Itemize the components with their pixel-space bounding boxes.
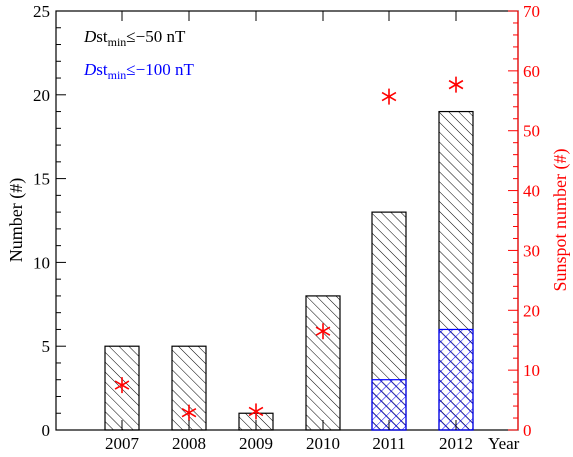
sunspot-marker-stroke <box>448 79 464 90</box>
sunspot-marker-stroke <box>181 407 197 418</box>
bar-dst100-2012 <box>438 328 474 431</box>
legend-entry-100: Dstmin≤−100 nT <box>83 60 194 82</box>
y-axis-title: Number (#) <box>6 178 27 262</box>
axes-group: 0 5 10 15 20 25 0 10 20 30 40 50 60 70 2007 2008 2009 201… <box>33 2 540 453</box>
y2-tick-label-20: 20 <box>523 301 540 320</box>
x-axis-extra-label: Year <box>488 434 520 453</box>
bars-group <box>104 110 474 431</box>
x-tick-label-2011: 2011 <box>372 434 405 453</box>
sunspot-marker-2012 <box>448 76 464 93</box>
y2-tick-label-60: 60 <box>523 62 540 81</box>
sunspot-marker-stroke <box>114 380 130 390</box>
y-tick-label-0: 0 <box>42 421 51 440</box>
bar-dst50-2010 <box>305 295 341 431</box>
sunspot-marker-2008 <box>181 404 197 421</box>
x-tick-label-2010: 2010 <box>306 434 340 453</box>
sunspot-marker-2010 <box>315 323 331 340</box>
sunspot-marker-2009 <box>248 403 264 420</box>
legend: Dstmin≤−50 nT Dstmin≤−100 nT <box>83 27 194 82</box>
sunspot-marker-stroke <box>248 406 264 417</box>
y2-tick-label-30: 30 <box>523 241 540 260</box>
sunspot-marker-2007 <box>114 377 130 394</box>
sunspot-marker-stroke <box>381 91 397 102</box>
x-tick-label-2009: 2009 <box>239 434 273 453</box>
sunspot-marker-stroke <box>315 326 331 336</box>
y-tick-label-25: 25 <box>33 2 50 21</box>
y2-tick-label-50: 50 <box>523 122 540 141</box>
y2-axis-title: Sunspot number (#) <box>550 149 571 292</box>
sunspot-marker-2011 <box>381 88 397 105</box>
legend-entry-50: Dstmin≤−50 nT <box>83 27 186 49</box>
y2-tick-label-70: 70 <box>523 2 540 21</box>
y-tick-label-10: 10 <box>33 253 50 272</box>
sunspot-markers <box>114 76 464 421</box>
y2-tick-label-40: 40 <box>523 182 540 201</box>
x-tick-label-2007: 2007 <box>105 434 140 453</box>
x-tick-label-2008: 2008 <box>172 434 206 453</box>
y2-tick-label-10: 10 <box>523 361 540 380</box>
y-tick-label-15: 15 <box>33 170 50 189</box>
y2-tick-label-0: 0 <box>523 421 532 440</box>
x-tick-label-2012: 2012 <box>439 434 473 453</box>
y-tick-label-20: 20 <box>33 86 50 105</box>
y-tick-label-5: 5 <box>42 337 51 356</box>
